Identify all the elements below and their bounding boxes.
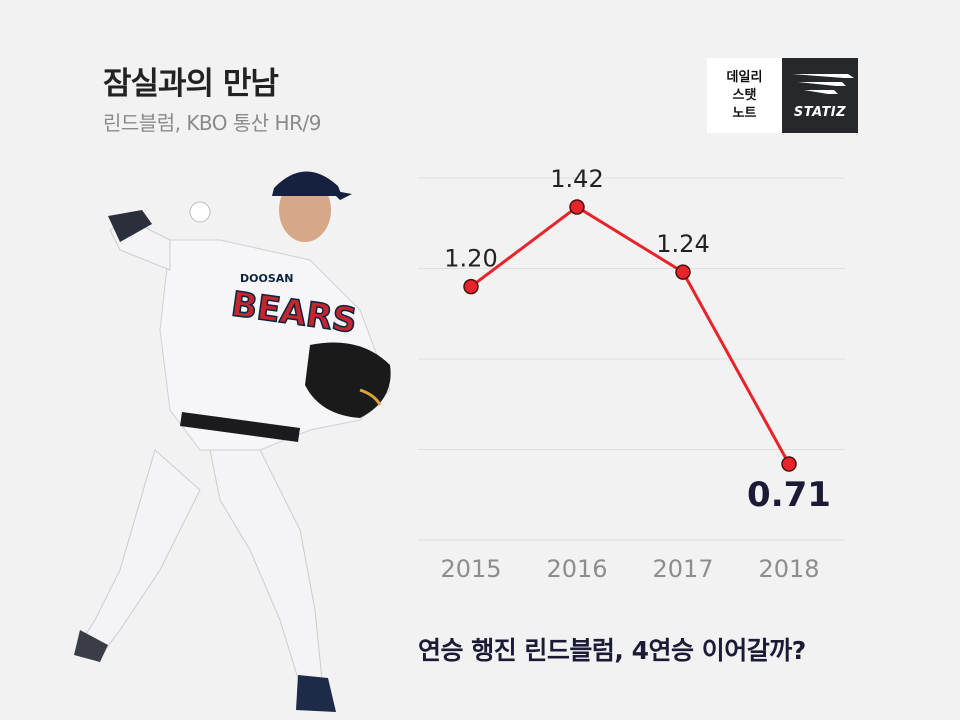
grid-lines	[418, 177, 845, 541]
daily-stat-note-logo: 데일리 스탯 노트	[707, 58, 782, 133]
data-label: 1.42	[550, 165, 603, 193]
data-points	[463, 199, 797, 472]
statiz-speed-lines-icon	[792, 74, 854, 94]
data-point	[675, 264, 691, 280]
data-label: 1.20	[444, 245, 497, 273]
x-tick-label: 2017	[652, 555, 713, 583]
chart-subtitle: 린드블럼, KBO 통산 HR/9	[103, 111, 321, 135]
logo-line-1: 데일리	[726, 69, 763, 85]
x-axis-ticks: 2015 2016 2017 2018	[440, 555, 819, 583]
data-labels: 1.20 1.42 1.24 0.71	[444, 165, 831, 515]
data-point	[463, 278, 479, 295]
series-polyline	[470, 205, 791, 465]
x-tick-label: 2016	[546, 555, 607, 583]
data-label: 1.24	[656, 230, 709, 258]
x-tick-label: 2015	[440, 555, 501, 583]
data-point	[781, 456, 797, 472]
svg-text:DOOSAN: DOOSAN	[240, 272, 293, 285]
logo-line-2: 스탯	[732, 87, 757, 103]
data-label: 0.71	[747, 475, 831, 515]
statiz-logo: 데일리 스탯 노트 STATIZ	[707, 58, 858, 133]
statiz-wordmark: STATIZ	[793, 105, 847, 120]
chart-caption: 연승 행진 린드블럼, 4연승 이어갈까?	[418, 636, 806, 665]
x-tick-label: 2018	[758, 555, 819, 583]
logo-line-3: 노트	[732, 105, 757, 121]
series-line	[470, 205, 791, 465]
statiz-brand-mark: STATIZ	[782, 58, 858, 133]
chart-title: 잠실과의 만남	[103, 66, 279, 102]
pitcher-photo: BEARS DOOSAN	[74, 171, 391, 712]
data-point	[569, 199, 585, 215]
